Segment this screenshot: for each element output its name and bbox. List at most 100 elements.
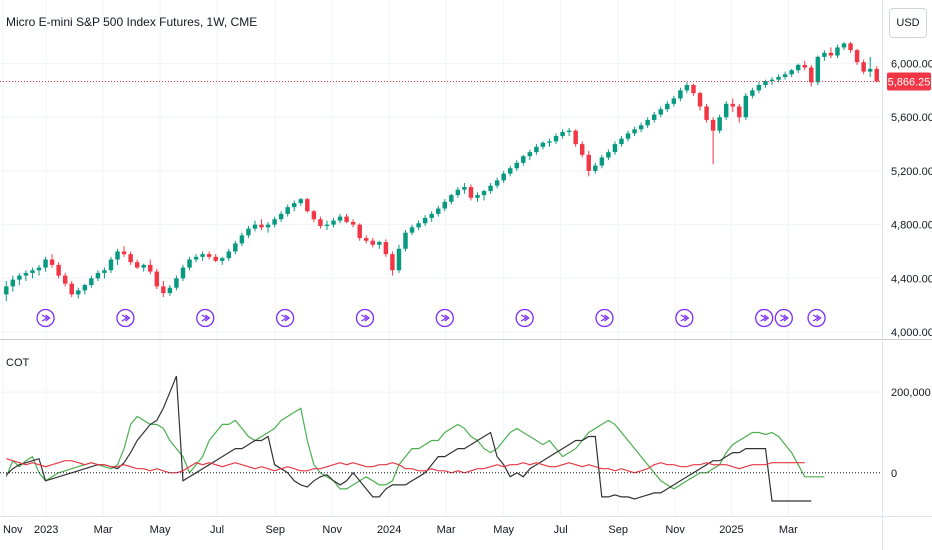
candle — [429, 211, 434, 222]
candle — [665, 101, 670, 112]
event-marker-icon[interactable] — [595, 308, 614, 328]
candle-body — [331, 220, 336, 225]
event-marker-icon[interactable] — [435, 308, 454, 328]
price-axis[interactable]: 4,000.00 4,400.00 4,800.00 5,200.00 5,600.00… — [891, 59, 932, 339]
candle-body — [795, 64, 801, 71]
candle — [154, 268, 160, 290]
candle — [377, 240, 382, 249]
time-tick-label: Jul — [554, 524, 568, 536]
candle — [69, 280, 74, 298]
candle — [599, 154, 605, 169]
candle-body — [599, 157, 605, 166]
candle-body — [671, 98, 677, 104]
candle — [632, 126, 637, 137]
candle-body — [370, 240, 376, 245]
event-marker-icon[interactable] — [36, 308, 55, 328]
candle — [246, 225, 251, 239]
price-tick-label: 4,800.00 — [891, 220, 932, 232]
event-marker-icon[interactable] — [755, 308, 774, 328]
candle — [272, 216, 277, 228]
candle-body — [357, 224, 362, 239]
candle-body — [23, 272, 29, 276]
candle-body — [802, 64, 807, 68]
event-marker-glyph — [440, 314, 450, 322]
candle — [717, 114, 722, 134]
candle — [259, 219, 264, 230]
candle — [324, 220, 330, 230]
candle-body — [501, 173, 506, 181]
candle — [573, 129, 578, 147]
event-marker-ring — [275, 308, 295, 328]
price-tick-label: 4,000.00 — [891, 327, 932, 339]
event-marker-ring — [755, 308, 774, 328]
candle — [416, 220, 421, 230]
candle — [36, 264, 42, 276]
candle-body — [383, 242, 389, 255]
event-marker-icon[interactable] — [196, 308, 215, 328]
candle — [318, 216, 323, 229]
candle-body — [311, 211, 317, 220]
candle — [357, 223, 362, 241]
candle-body — [141, 264, 146, 268]
time-tick-label: 2023 — [34, 524, 58, 536]
candle-body — [200, 254, 205, 257]
candle — [403, 229, 408, 252]
candle — [684, 82, 690, 94]
candle-body — [285, 207, 290, 214]
candle-body — [867, 68, 873, 72]
candle-body — [134, 262, 140, 268]
candle — [455, 187, 461, 198]
candle-body — [684, 85, 690, 91]
candle — [809, 64, 814, 87]
price-candles — [4, 42, 879, 302]
candle-body — [252, 224, 258, 229]
last-price-tag-bg — [887, 72, 931, 91]
candle-body — [121, 251, 127, 255]
candle-body — [678, 90, 683, 99]
candle — [462, 183, 467, 194]
cot-axis[interactable]: 0 200,000 — [891, 387, 931, 480]
candle — [252, 220, 258, 232]
candle-body — [665, 103, 670, 110]
cot-series-line — [5, 375, 812, 502]
time-tick-label: Nov — [322, 524, 342, 536]
candle-body — [756, 85, 762, 91]
candle — [789, 68, 794, 77]
candle — [737, 103, 742, 123]
event-marker-icon[interactable] — [675, 308, 694, 328]
event-marker-ring — [807, 308, 826, 328]
candle — [468, 184, 474, 201]
event-marker-icon[interactable] — [116, 308, 135, 328]
candle — [161, 280, 166, 298]
candle-body — [462, 187, 467, 190]
event-marker-glyph — [361, 314, 371, 322]
event-marker-icon[interactable] — [807, 308, 826, 328]
candle — [390, 251, 395, 276]
candle-body — [318, 219, 323, 226]
candle-body — [514, 162, 519, 169]
candle — [200, 251, 205, 261]
event-marker-glyph — [779, 314, 789, 322]
candle — [449, 193, 454, 205]
candle-body — [606, 152, 611, 158]
event-marker-icon[interactable] — [515, 308, 534, 328]
event-marker-ring — [675, 308, 694, 328]
event-marker-icon[interactable] — [774, 308, 793, 328]
candle-body — [560, 132, 565, 137]
candle-body — [468, 187, 474, 198]
event-marker-icon[interactable] — [275, 308, 295, 328]
candle-body — [422, 217, 428, 224]
candle-body — [259, 224, 264, 228]
candle — [730, 98, 735, 112]
event-marker-icon[interactable] — [355, 308, 375, 328]
candle — [10, 275, 16, 292]
candle-body — [619, 138, 624, 145]
candle-body — [449, 195, 454, 202]
candle — [534, 144, 539, 155]
candle — [174, 275, 179, 291]
candle — [769, 76, 775, 86]
candle — [370, 238, 376, 248]
time-axis[interactable]: Nov 2023 Mar May Jul Sep Nov 2024 Mar May Jul Sep No… — [3, 524, 798, 536]
currency-button[interactable]: USD — [889, 8, 927, 38]
